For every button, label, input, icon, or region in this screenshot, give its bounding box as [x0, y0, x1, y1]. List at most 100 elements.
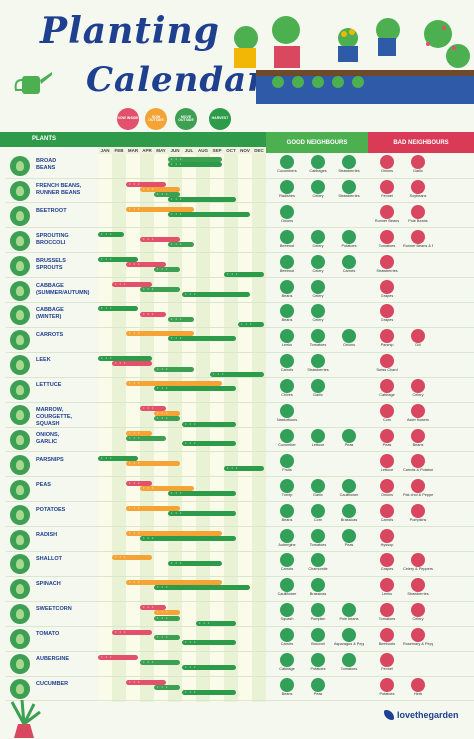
good-neighbour: Nasturtiums [272, 404, 302, 423]
row-divider [6, 401, 474, 403]
row-divider [6, 277, 474, 279]
good-neighbour: Celery [303, 304, 333, 323]
plant-icon [10, 280, 30, 301]
plant-name: BEETROOT [36, 207, 67, 214]
neighbour-label: Broccoli [311, 642, 325, 647]
good-neighbour: Celery [303, 279, 333, 299]
plant-icon [10, 255, 30, 276]
month-label: MAR [127, 148, 139, 153]
good-neighbour: Squash [272, 603, 302, 622]
bad-neighbour-icon [411, 229, 425, 244]
plant-row: FRENCH BEANS,RUNNER BEANS Radishes Celery S… [0, 179, 474, 204]
plant-icon [10, 205, 30, 226]
bad-neighbour-icon [380, 677, 394, 692]
good-neighbour-icon [280, 254, 294, 269]
neighbour-label: Garlic [313, 393, 323, 398]
bar-harvest [168, 335, 236, 342]
neighbour-label: Strawberries [307, 368, 329, 373]
bar-harvest [168, 560, 222, 566]
bad-neighbour: Onions [372, 478, 402, 498]
neighbour-label: Radishes [279, 193, 295, 198]
month-label: AUG [198, 148, 208, 153]
plant-name: PARSNIPS [36, 456, 64, 463]
plant-name: BROAD BEANS [36, 158, 57, 171]
bad-neighbour-icon [411, 204, 425, 219]
good-neighbour: Lettuce [303, 428, 333, 448]
neighbour-label: Fennel [381, 667, 393, 671]
neighbour-label: Carrots & Potatoes [403, 467, 433, 472]
brand-logo[interactable]: lovethegarden [384, 710, 459, 720]
row-divider [6, 526, 474, 528]
row-divider [6, 700, 474, 702]
good-neighbour-icon [311, 677, 325, 692]
neighbour-label: Potatoes [379, 691, 395, 696]
neighbour-label: Brassicas [309, 592, 327, 597]
neighbour-label: Peas [313, 691, 323, 696]
good-neighbour: Peas [334, 528, 364, 548]
bad-neighbour: Onions [372, 155, 402, 174]
neighbour-label: Aster flowers [407, 418, 429, 422]
legend-item-move-outside: MOVE OUTSIDE [172, 108, 200, 130]
neighbour-label: Swiss Chard [376, 368, 398, 373]
legend-item-sow-inside: SOW INSIDE [114, 108, 142, 130]
plant-icon [10, 678, 30, 699]
month-header: JAN FEB MAR APR MAY JUN JUL AUG SEP OCT NOV DEC [98, 147, 266, 154]
bar-move-outside [154, 634, 180, 641]
plant-name: AUBERGINE [36, 656, 70, 662]
neighbour-label: Pumpkins [409, 517, 427, 522]
neighbour-label: Carrots [280, 368, 294, 373]
title-line-1: Planting [40, 10, 220, 52]
good-neighbour-icon [280, 379, 294, 394]
bad-neighbour-icon [411, 379, 425, 394]
neighbour-label: Pak choi & Peppers [403, 492, 433, 497]
good-neighbour-icon [342, 478, 356, 493]
good-neighbour-icon [280, 304, 294, 319]
plant-name: PEAS [36, 481, 51, 488]
bar-move-outside [168, 156, 222, 162]
plant-icon [10, 504, 30, 525]
bad-neighbour: Tomatoes [372, 229, 402, 249]
good-neighbour-icon [280, 628, 294, 643]
good-neighbour: Chamomile [303, 553, 333, 572]
bad-neighbour-icon [411, 503, 425, 518]
bad-neighbour-icon [411, 677, 425, 692]
plant-row: SPINACH Cauliflower Brassicas Leeks Strawber… [0, 577, 474, 602]
bad-neighbour-icon [411, 404, 425, 418]
bad-neighbour-icon [411, 179, 425, 194]
plant-icon [10, 454, 30, 475]
bad-neighbour: Carrots [372, 503, 402, 523]
good-neighbour-icon [280, 204, 294, 219]
good-neighbour: Leeks [272, 329, 302, 348]
neighbour-label: Garlic [313, 492, 323, 497]
neighbour-label: Carrots [342, 268, 356, 273]
bad-neighbour: Celery [403, 379, 433, 398]
neighbour-label: Tomatoes [378, 243, 396, 248]
plants-column-header: PLANTS [32, 136, 56, 142]
bad-neighbour: Dill [403, 329, 433, 348]
neighbour-label: Cucumbers [277, 169, 297, 173]
bad-neighbour-icon [380, 428, 394, 443]
month-label: SEP [212, 148, 222, 153]
plant-name: SHALLOT [36, 556, 62, 563]
bar-harvest [98, 305, 138, 312]
bad-neighbour-icon [380, 304, 394, 319]
neighbour-label: Tomatoes [378, 617, 396, 622]
good-neighbour: Strawberries [334, 155, 364, 174]
plant-row: RADISH Aubergine Tomatoes Peas Hyssop [0, 528, 474, 552]
bar-move-outside [140, 659, 180, 666]
good-neighbour-icon [342, 254, 356, 269]
neighbour-label: Beans [281, 517, 293, 522]
bar-sow-inside [140, 311, 166, 317]
good-neighbour: Beans [272, 279, 302, 299]
good-neighbour: Cabbage [272, 653, 302, 672]
plant-name: TOMATO [36, 631, 60, 638]
neighbour-label: Onions [380, 169, 394, 173]
neighbour-label: Carrots [280, 642, 294, 647]
legend-item-harvest: HARVEST [206, 108, 234, 130]
plant-row: AUBERGINE Cabbage Potatoes Tomatoes Fennel [0, 652, 474, 677]
bad-neighbour-icon [380, 179, 394, 194]
bar-harvest [98, 355, 152, 362]
good-neighbour: Tomatoes [303, 329, 333, 348]
good-neighbour: Peas [334, 428, 364, 448]
